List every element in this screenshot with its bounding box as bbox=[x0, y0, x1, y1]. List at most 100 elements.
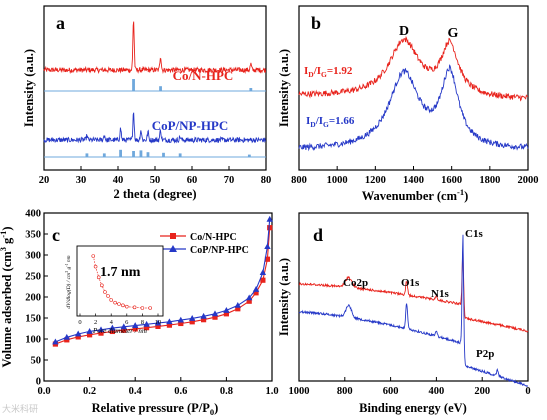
legend-marker-cop bbox=[169, 245, 177, 252]
panel-c-xtick-label: 0.6 bbox=[174, 386, 187, 397]
panel-c-ytick-label: 250 bbox=[25, 272, 41, 283]
isotherm-point-cop bbox=[132, 322, 139, 328]
raman-spectrum-red bbox=[298, 35, 528, 102]
panel-b-xtick-label: 800 bbox=[291, 175, 307, 186]
isotherm-point-cop bbox=[189, 315, 196, 321]
isotherm-point-cop bbox=[234, 302, 241, 308]
reference-stick bbox=[159, 86, 162, 91]
panel-d-xtick-label: 800 bbox=[337, 386, 353, 397]
xps-label-n1s: N1s bbox=[431, 288, 449, 300]
isotherm-point-co bbox=[253, 290, 259, 296]
inset-psd-point bbox=[93, 264, 98, 269]
inset-xtick-label: 4 bbox=[110, 319, 114, 326]
xps-label-o1s: O1s bbox=[401, 277, 420, 289]
panel-c-ytick-label: 400 bbox=[25, 209, 41, 220]
isotherm-point-co bbox=[189, 319, 195, 325]
reference-stick bbox=[178, 153, 182, 157]
panel-a-legend-cop: CoP/NP-HPC bbox=[152, 118, 229, 133]
inset-psd-point bbox=[121, 303, 125, 308]
isotherm-point-co bbox=[87, 332, 93, 338]
panel-b-band-d: D bbox=[399, 24, 409, 39]
reference-stick bbox=[162, 152, 165, 157]
inset-psd-point bbox=[113, 300, 117, 305]
inset-xtick-label: 8 bbox=[141, 319, 144, 326]
panel-d-xtick-label: 400 bbox=[429, 386, 445, 397]
isotherm-point-cop bbox=[223, 307, 230, 313]
isotherm-point-co bbox=[75, 334, 81, 340]
legend-label-cop: CoP/NP-HPC bbox=[190, 245, 249, 256]
panel-c-ytick-label: 50 bbox=[31, 356, 42, 367]
panel-c-ytick-label: 350 bbox=[25, 230, 41, 241]
panel-c-xlabel: Relative pressure (P/P0) bbox=[92, 401, 219, 417]
panel-d-frame bbox=[298, 212, 529, 382]
isotherm-point-cop bbox=[266, 215, 273, 222]
isotherm-point-co bbox=[246, 298, 252, 304]
inset-psd-point bbox=[100, 283, 104, 288]
isotherm-point-cop bbox=[75, 330, 82, 337]
isotherm-point-cop bbox=[252, 286, 260, 292]
inset-psd-point bbox=[91, 254, 96, 258]
panel-c-isotherm: c 0.0 0.2 0.4 0.6 0.8 1.005010015020025030035… bbox=[0, 209, 279, 418]
isotherm-point-cop bbox=[86, 328, 93, 334]
isotherm-point-co bbox=[64, 337, 70, 343]
isotherm-point-cop bbox=[166, 318, 173, 325]
isotherm-point-cop bbox=[246, 294, 253, 301]
panel-a-xrd: a 20 30 40 50 60 70 80 2 theta (degree) Intens… bbox=[22, 5, 272, 201]
panel-d-xps: d 1000 800 600 400 200 0 Binding energy (eV) … bbox=[277, 212, 531, 415]
panel-a-xtick-label: 40 bbox=[113, 175, 124, 186]
isotherm-point-co bbox=[223, 311, 229, 317]
isotherm-point-co bbox=[109, 328, 115, 335]
reference-stick bbox=[249, 88, 253, 91]
panel-b-ylabel: Intensity (a.u.) bbox=[277, 49, 291, 127]
panel-d-xtick-label: 600 bbox=[383, 386, 399, 397]
inset-psd-point bbox=[140, 306, 145, 310]
xps-label-p2p: P2p bbox=[476, 348, 494, 360]
reference-stick bbox=[132, 79, 135, 91]
reference-stick bbox=[146, 152, 150, 157]
panel-c-ytick-label: 300 bbox=[25, 251, 41, 262]
isotherm-point-co bbox=[235, 306, 241, 312]
panel-a-ylabel: Intensity (a.u.) bbox=[22, 49, 36, 127]
panel-c-xtick-label: 0.4 bbox=[129, 386, 143, 397]
isotherm-point-cop bbox=[154, 319, 162, 326]
panel-b-raman: b 800 1000 1200 1400 1600 1800 2000 Wavenumber… bbox=[277, 5, 539, 203]
reference-stick bbox=[139, 150, 143, 157]
panel-c-xtick-label: 1.0 bbox=[265, 386, 278, 397]
inset-psd-point bbox=[103, 290, 107, 294]
panel-c-letter: c bbox=[52, 225, 60, 245]
panel-a-legend-co: Co/N-HPC bbox=[173, 68, 234, 83]
panel-d-xlabel: Binding energy (eV) bbox=[359, 401, 467, 415]
isotherm-point-cop bbox=[109, 324, 116, 331]
panel-b-letter: b bbox=[311, 13, 321, 33]
panel-a-frame bbox=[43, 5, 267, 171]
panel-c-legend: Co/N-HPC CoP/NP-HPC bbox=[160, 232, 249, 256]
isotherm-point-cop bbox=[259, 269, 267, 276]
panel-c-ytick-label: 150 bbox=[25, 314, 41, 325]
panel-a-xtick-label: 80 bbox=[261, 175, 272, 186]
isotherm-point-co bbox=[178, 320, 184, 327]
inset-frame bbox=[76, 245, 164, 317]
isotherm-point-cop bbox=[97, 326, 105, 333]
isotherm-point-co bbox=[267, 225, 273, 231]
watermark: 大米科研 bbox=[2, 404, 39, 414]
xps-label-co2p: Co2p bbox=[343, 277, 368, 289]
panel-a-letter: a bbox=[56, 13, 65, 33]
panel-d-ylabel: Intensity (a.u.) bbox=[277, 258, 291, 336]
panel-d-letter: d bbox=[313, 225, 323, 245]
isotherm-point-cop bbox=[120, 323, 127, 330]
isotherm-point-co bbox=[132, 326, 138, 332]
panel-b-band-g: G bbox=[448, 26, 459, 41]
reference-stick bbox=[102, 153, 106, 157]
isotherm-point-co bbox=[121, 327, 127, 333]
panel-b-xtick-label: 1600 bbox=[441, 175, 462, 186]
isotherm-point-co bbox=[212, 314, 218, 320]
reference-stick bbox=[119, 149, 122, 157]
isotherm-point-cop bbox=[143, 320, 150, 327]
panel-c-ytick-label: 200 bbox=[25, 293, 41, 304]
inset-xtick-label: 0 bbox=[78, 319, 81, 326]
isotherm-point-co bbox=[155, 323, 161, 329]
panel-c-xtick-label: 0.8 bbox=[220, 386, 233, 397]
xrd-pattern-co bbox=[43, 21, 267, 75]
panel-b-ratio-blue: ID/IG=1.66 bbox=[306, 115, 355, 129]
panel-a-xlabel: 2 theta (degree) bbox=[113, 187, 196, 201]
